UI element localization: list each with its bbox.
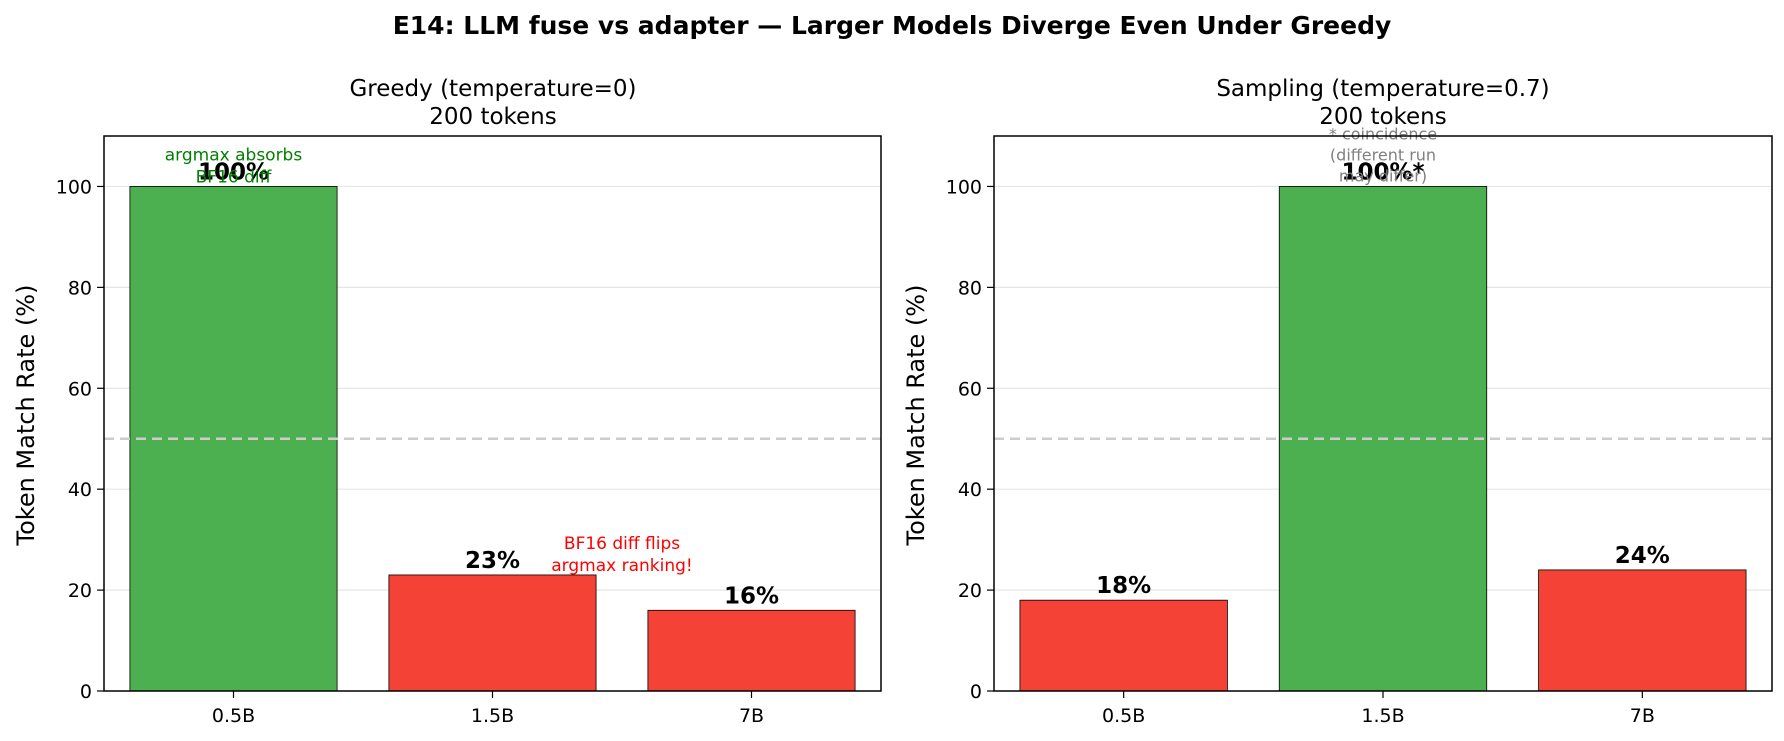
- y-tick-label: 60: [68, 378, 92, 400]
- y-axis-label: Token Match Rate (%): [902, 285, 930, 547]
- greedy-chart-panel: Greedy (temperature=0) 200 tokens Token …: [12, 76, 882, 727]
- chart-title-line-1: Sampling (temperature=0.7): [1216, 76, 1549, 102]
- x-tick-label: 7B: [1630, 705, 1655, 727]
- bar-value-label: 18%: [1096, 573, 1151, 599]
- x-tick-label: 1.5B: [1361, 705, 1404, 727]
- y-tick-label: 80: [68, 277, 92, 299]
- bar-value-label: 16%: [724, 583, 779, 609]
- y-tick-label: 60: [958, 378, 982, 400]
- annotation-note: * coincidence (different run may differ): [1329, 124, 1437, 185]
- bar-value-label: 23%: [465, 548, 520, 574]
- y-tick-label: 40: [958, 479, 982, 501]
- y-tick-label: 0: [80, 681, 92, 703]
- bar-7B: [1538, 569, 1747, 692]
- chart-title-line-1: Greedy (temperature=0): [349, 76, 636, 102]
- x-tick-label: 7B: [739, 705, 764, 727]
- bar-value-label: 100%*: [1341, 159, 1424, 185]
- y-tick-label: 80: [958, 277, 982, 299]
- y-tick-label: 20: [958, 580, 982, 602]
- x-tick-label: 1.5B: [471, 705, 514, 727]
- bar-value-label: 100%: [198, 159, 269, 185]
- figure-suptitle: E14: LLM fuse vs adapter — Larger Models…: [393, 11, 1392, 40]
- bar-value-label: 24%: [1615, 543, 1670, 569]
- bar-0.5B: [1019, 599, 1228, 692]
- annotation-note: argmax absorbs BF16 diff: [165, 145, 303, 187]
- bar-1.5B: [388, 574, 597, 692]
- y-tick-label: 20: [68, 580, 92, 602]
- y-axis-label: Token Match Rate (%): [12, 285, 40, 547]
- x-tick-label: 0.5B: [212, 705, 255, 727]
- chart-title-line-2: 200 tokens: [1319, 104, 1447, 130]
- sampling-chart-panel: Sampling (temperature=0.7) 200 tokens To…: [902, 76, 1773, 727]
- y-tick-label: 40: [68, 479, 92, 501]
- y-tick-label: 0: [970, 681, 982, 703]
- y-tick-label: 100: [56, 176, 92, 198]
- bar-7B: [647, 609, 856, 692]
- chart-title-line-2: 200 tokens: [429, 104, 557, 130]
- annotation-note: BF16 diff flips argmax ranking!: [551, 534, 692, 576]
- y-tick-label: 100: [946, 176, 982, 198]
- x-tick-label: 0.5B: [1102, 705, 1145, 727]
